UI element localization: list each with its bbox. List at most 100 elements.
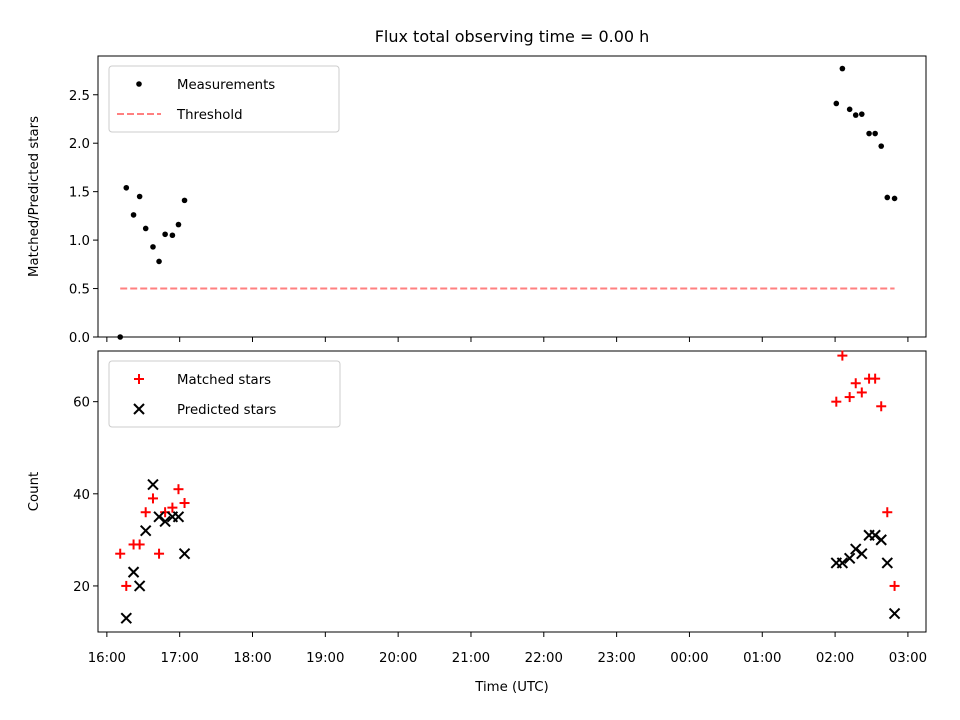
data-point — [846, 106, 853, 113]
data-point-plus — [889, 580, 900, 591]
data-point — [884, 194, 891, 201]
x-mark-b — [869, 529, 881, 541]
legend-box — [108, 360, 341, 428]
x-mark-b — [875, 534, 887, 546]
legend-box — [108, 65, 340, 133]
data-point-x — [843, 552, 856, 565]
x-mark-b — [172, 511, 185, 523]
y-tick-label: 1.5 — [69, 186, 90, 201]
x-mark-b — [178, 547, 191, 560]
data-point-plus — [154, 548, 165, 559]
y-tick-label: 20 — [73, 580, 90, 595]
data-point — [123, 184, 130, 191]
series-measurements — [117, 65, 898, 340]
data-point-x — [120, 612, 132, 624]
data-point-plus — [134, 539, 145, 550]
series-predicted-stars — [120, 478, 901, 624]
data-point-plus — [147, 493, 158, 504]
data-point — [130, 212, 137, 218]
x-tick-label: 20:00 — [379, 651, 417, 666]
legend: Matched stars Predicted stars — [108, 360, 341, 428]
y-tick-label: 0.0 — [69, 331, 90, 346]
data-point — [162, 231, 168, 238]
x-mark-b — [888, 607, 901, 620]
x-mark-b — [120, 612, 132, 624]
legend-label: Measurements — [177, 78, 275, 93]
data-point — [156, 258, 162, 265]
x-mark-b — [843, 552, 856, 565]
y-axis-title: Count — [27, 472, 42, 512]
y-tick-label: 40 — [73, 488, 90, 503]
data-point-x — [147, 478, 159, 491]
data-point-x — [850, 543, 862, 555]
x-tick-label: 01:00 — [743, 651, 781, 666]
data-point-plus — [179, 498, 190, 509]
legend: Measurements Threshold — [108, 65, 340, 133]
x-mark-b — [139, 524, 152, 537]
data-point-plus — [844, 392, 855, 403]
data-point-x — [159, 515, 171, 528]
data-point-x — [139, 524, 152, 537]
y-tick-label: 1.0 — [69, 234, 90, 249]
data-point-plus — [167, 502, 178, 513]
data-point-plus — [173, 484, 184, 495]
x-axis-title: Time (UTC) — [474, 680, 549, 695]
x-mark-b — [856, 547, 868, 560]
data-point — [878, 143, 885, 149]
x-tick-label: 17:00 — [161, 651, 199, 666]
x-mark-b — [153, 511, 165, 523]
x-tick-label: 19:00 — [306, 651, 344, 666]
data-point — [181, 197, 188, 204]
x-tick-label: 03:00 — [889, 651, 927, 666]
data-point — [833, 100, 840, 107]
x-tick-label: 00:00 — [670, 651, 708, 666]
data-point — [117, 334, 124, 340]
x-mark-b — [836, 557, 849, 569]
data-point — [136, 193, 143, 200]
data-point-x — [133, 580, 146, 592]
legend-label: Predicted stars — [177, 403, 276, 418]
data-point-plus — [831, 396, 842, 407]
data-point-x — [153, 511, 165, 523]
data-point — [866, 130, 872, 137]
plot-area-frame — [97, 350, 927, 633]
x-mark-b — [127, 566, 140, 578]
data-point — [169, 232, 176, 239]
data-point-plus — [876, 401, 887, 412]
legend-label: Threshold — [176, 108, 243, 123]
data-point — [852, 112, 859, 118]
data-point-x — [172, 511, 185, 523]
plot-area-frame — [97, 55, 927, 338]
data-point-x — [836, 557, 849, 569]
x-mark-b — [850, 543, 862, 555]
data-point — [142, 225, 149, 232]
data-point-x — [881, 557, 893, 569]
data-point — [891, 195, 898, 202]
x-tick-label: 16:00 — [88, 651, 126, 666]
data-point-plus — [837, 350, 848, 361]
y-tick-label: 2.0 — [69, 137, 90, 152]
data-point-plus — [140, 507, 151, 518]
data-point-x — [178, 547, 191, 560]
top-panel-ratio: 0.0 0.5 1.0 1.5 2.0 2.5 Matched/Predicted star… — [27, 55, 927, 346]
x-mark-b — [159, 515, 171, 528]
data-point-plus — [115, 548, 126, 559]
x-tick-label: 02:00 — [816, 651, 854, 666]
legend-label: Matched stars — [177, 373, 271, 388]
data-point-x — [875, 534, 887, 546]
legend-marker-dot — [136, 81, 142, 87]
data-point — [839, 65, 846, 72]
x-tick-label: 18:00 — [233, 651, 271, 666]
x-mark-b — [881, 557, 893, 569]
data-point — [175, 221, 182, 228]
data-point-plus — [882, 507, 893, 518]
data-point-x — [127, 566, 140, 578]
y-axis-title: Matched/Predicted stars — [27, 116, 42, 277]
x-tick-label: 22:00 — [525, 651, 563, 666]
bottom-panel-counts: 20 40 60 16:00 17:00 18:00 19:00 20:00 21:00 22:0… — [27, 350, 927, 666]
legend-marker-x-b — [133, 403, 145, 415]
y-tick-label: 2.5 — [69, 89, 90, 104]
series-matched-stars — [115, 350, 900, 591]
data-point-plus — [870, 373, 881, 384]
